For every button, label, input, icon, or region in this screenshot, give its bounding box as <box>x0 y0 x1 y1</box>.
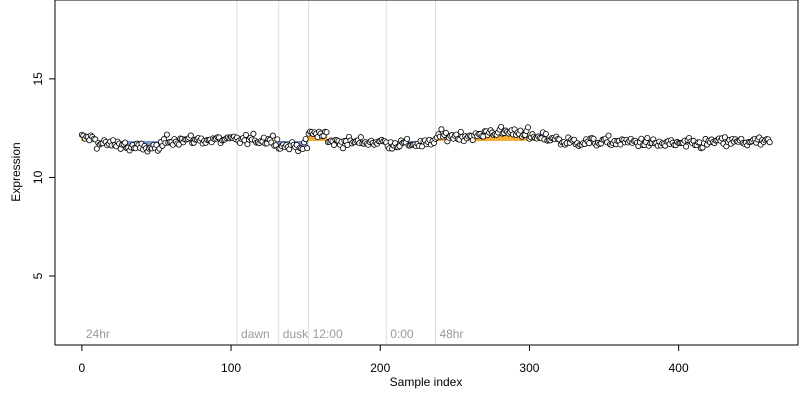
data-point <box>187 132 194 139</box>
data-point <box>122 139 129 146</box>
deviation-bar <box>307 134 310 141</box>
data-points <box>78 123 773 155</box>
deviation-bar <box>273 139 276 141</box>
deviation-bar <box>503 132 505 141</box>
data-point <box>242 131 249 138</box>
data-point <box>304 145 311 152</box>
plot-frame <box>54 0 799 346</box>
region-label: 48hr <box>439 327 463 341</box>
deviation-bar <box>397 140 399 144</box>
deviation-bar <box>489 132 492 141</box>
y-axis-label: Expression <box>9 142 23 201</box>
y-tick-label: 10 <box>31 170 45 184</box>
data-point <box>330 142 337 149</box>
region-label: 12:00 <box>313 327 343 341</box>
deviation-bar <box>309 134 311 141</box>
y-tick-label: 5 <box>31 272 45 279</box>
deviation-bar <box>313 134 316 141</box>
x-axis-label: Sample index <box>390 375 463 389</box>
deviation-bar <box>149 140 152 148</box>
data-point <box>323 129 330 136</box>
x-tick-label: 400 <box>669 361 689 375</box>
region-label: 0:00 <box>390 327 414 341</box>
deviation-bar <box>504 132 507 141</box>
deviation-bar <box>306 140 308 146</box>
y-axis: 5 10 15 <box>31 72 55 279</box>
data-point <box>457 128 464 135</box>
x-tick-label: 200 <box>370 361 390 375</box>
deviation-bar <box>127 140 129 148</box>
deviation-bar <box>509 132 511 141</box>
deviation-bar <box>507 132 510 141</box>
region-labels: 24hr dawn dusk 12:00 0:00 48hr <box>86 327 464 341</box>
data-point <box>442 129 449 136</box>
deviation-bar <box>498 132 501 141</box>
data-point <box>524 124 531 131</box>
deviation-bar <box>128 140 131 148</box>
deviation-bar <box>300 140 302 146</box>
data-point <box>683 143 690 150</box>
x-tick-label: 0 <box>79 361 86 375</box>
data-point <box>269 132 276 139</box>
y-tick-label: 15 <box>31 72 45 86</box>
deviation-bar <box>312 134 314 141</box>
data-point <box>517 127 524 134</box>
data-point <box>357 134 364 141</box>
deviation-bar <box>506 132 508 141</box>
deviation-bar <box>264 139 267 141</box>
data-point <box>274 136 281 143</box>
data-point <box>766 139 773 146</box>
deviation-bar <box>279 140 282 146</box>
data-point <box>605 132 612 139</box>
data-point <box>498 123 505 130</box>
data-point <box>586 140 593 147</box>
region-label: 24hr <box>86 327 110 341</box>
region-label: dawn <box>241 327 270 341</box>
data-point <box>638 135 645 142</box>
data-point <box>93 145 100 152</box>
x-tick-label: 300 <box>519 361 539 375</box>
data-point <box>302 136 309 143</box>
x-axis: 0 100 200 300 400 <box>79 345 689 375</box>
data-point <box>404 135 411 142</box>
deviation-bar <box>81 138 83 141</box>
deviation-bar <box>325 134 328 141</box>
deviation-bar <box>310 134 313 141</box>
deviation-bar <box>148 140 150 148</box>
region-lines <box>236 0 436 345</box>
deviation-bar <box>500 132 502 141</box>
data-point <box>721 134 728 141</box>
data-point <box>250 130 257 137</box>
data-point <box>542 130 549 137</box>
deviation-bar <box>146 140 149 148</box>
data-point <box>438 126 445 133</box>
region-label: dusk <box>283 327 309 341</box>
x-tick-label: 100 <box>221 361 241 375</box>
deviation-bar <box>190 139 192 141</box>
deviation-bar <box>445 136 447 141</box>
data-point <box>163 131 170 138</box>
deviation-bar <box>298 140 301 146</box>
deviation-bar <box>278 140 280 146</box>
data-point <box>339 145 346 152</box>
data-point <box>644 134 651 141</box>
